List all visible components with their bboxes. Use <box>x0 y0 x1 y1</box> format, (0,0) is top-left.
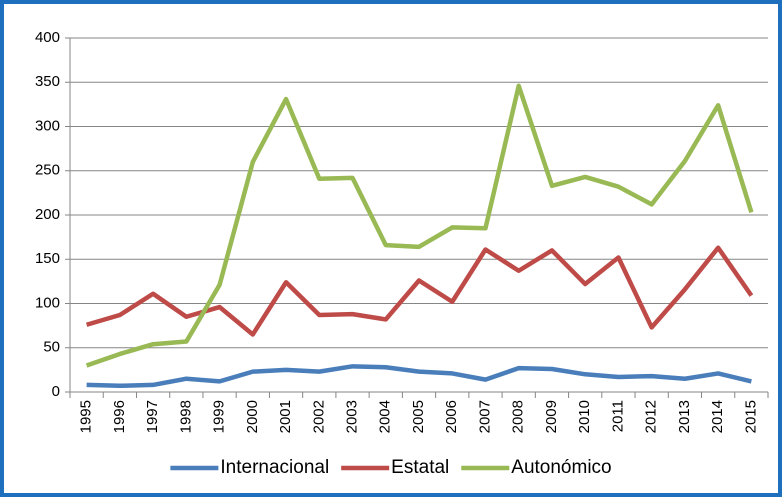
x-tick-label: 2000 <box>244 400 261 433</box>
x-tick-label: 2015 <box>742 400 759 433</box>
x-tick-label: 1997 <box>144 400 161 433</box>
x-tick-label: 2009 <box>543 400 560 433</box>
x-tick-label: 2012 <box>643 400 660 433</box>
x-tick-label: 2014 <box>709 400 726 433</box>
legend-label: Estatal <box>391 457 449 478</box>
y-tick-label: 350 <box>35 73 60 90</box>
x-tick-label: 2003 <box>343 400 360 433</box>
x-tick-label: 1995 <box>78 400 95 433</box>
y-tick-label: 0 <box>52 383 60 400</box>
x-tick-label: 1998 <box>177 400 194 433</box>
x-tick-label: 2011 <box>609 400 626 432</box>
x-tick-label: 2007 <box>476 400 493 433</box>
x-tick-label: 2001 <box>277 400 294 433</box>
y-tick-label: 250 <box>35 162 60 179</box>
legend-label: Autonómico <box>511 457 611 478</box>
series-line <box>86 364 752 389</box>
y-tick-label: 200 <box>35 206 60 223</box>
x-tick-label: 2008 <box>510 400 527 433</box>
series-line <box>85 245 754 337</box>
x-tick-label: 1996 <box>111 400 128 433</box>
y-tick-label: 50 <box>43 339 60 356</box>
y-tick-label: 300 <box>35 117 60 134</box>
x-tick-label: 2005 <box>410 400 427 433</box>
x-tick-label: 2006 <box>443 400 460 433</box>
x-tick-label: 1999 <box>211 400 228 433</box>
legend: Internacional Estatal Autonómico <box>170 457 612 478</box>
y-tick-label: 400 <box>35 29 60 46</box>
y-tick-label: 150 <box>35 250 60 267</box>
x-tick-label: 2010 <box>576 400 593 433</box>
x-tick-label: 2002 <box>310 400 327 433</box>
legend-label: Internacional <box>220 457 329 478</box>
series-line <box>85 83 754 368</box>
y-tick-label: 100 <box>35 294 60 311</box>
x-tick-label: 2004 <box>377 400 394 433</box>
x-tick-label: 2013 <box>676 400 693 433</box>
